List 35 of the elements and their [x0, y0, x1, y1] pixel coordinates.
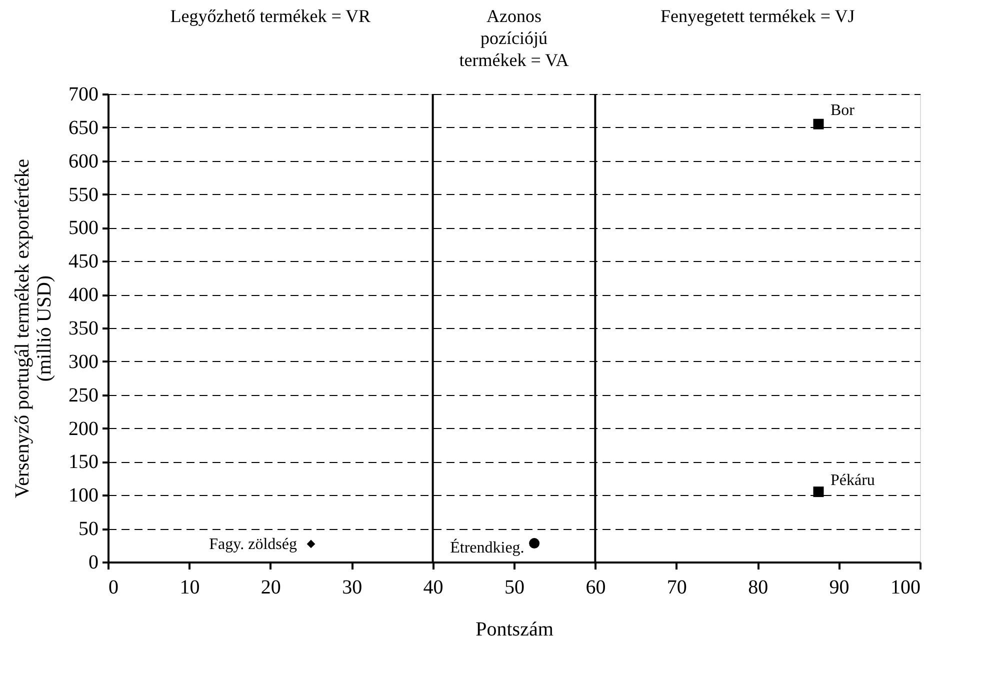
x-tick-label: 30: [342, 576, 362, 598]
x-tick-label: 40: [423, 576, 444, 598]
y-tick-label: 500: [68, 217, 98, 240]
y-tick-label: 350: [68, 318, 98, 340]
y-tick-label: 250: [68, 384, 98, 406]
y-tick-label: 200: [68, 418, 98, 440]
x-tick-label: 0: [108, 576, 118, 598]
x-tick-label: 80: [748, 576, 768, 598]
x-tick-label: 60: [586, 576, 606, 598]
y-tick-label: 400: [68, 284, 98, 306]
y-tick-label: 150: [68, 451, 98, 474]
text: Legyőzhető termékek = VR: [170, 6, 371, 26]
x-tick-label: 90: [829, 576, 850, 598]
y-tick-label: 300: [68, 350, 98, 373]
annotation: Pékáru: [830, 472, 875, 489]
x-tick-label: 20: [260, 576, 281, 598]
annotation: Bor: [830, 102, 856, 120]
y-axis-title: Versenyző portugál termékek exportértéke (millió USD): [12, 158, 56, 498]
y-tick-label: 700: [68, 84, 98, 106]
y-tick-label: 650: [68, 116, 98, 139]
annotation: Fagy. zöldség: [209, 536, 297, 553]
text: Azonos pozíciójú termékek = VA: [459, 6, 569, 70]
y-tick-label: 50: [78, 518, 98, 540]
y-tick-label: 450: [68, 250, 98, 273]
y-tick-label: 550: [68, 184, 98, 206]
y-tick-label: 600: [68, 150, 98, 172]
x-tick-label: 10: [180, 576, 200, 598]
x-tick-label: 70: [666, 576, 687, 598]
x-axis-title: Pontszám: [476, 618, 554, 640]
text: Fenyegetett termékek = VJ: [660, 6, 855, 26]
x-tick-label: 50: [504, 576, 524, 598]
y-tick-label: 100: [68, 484, 98, 507]
x-tick-label: 100: [890, 576, 920, 598]
y-tick-label: 0: [88, 552, 98, 574]
annotation: Étrendkieg.: [450, 538, 524, 556]
